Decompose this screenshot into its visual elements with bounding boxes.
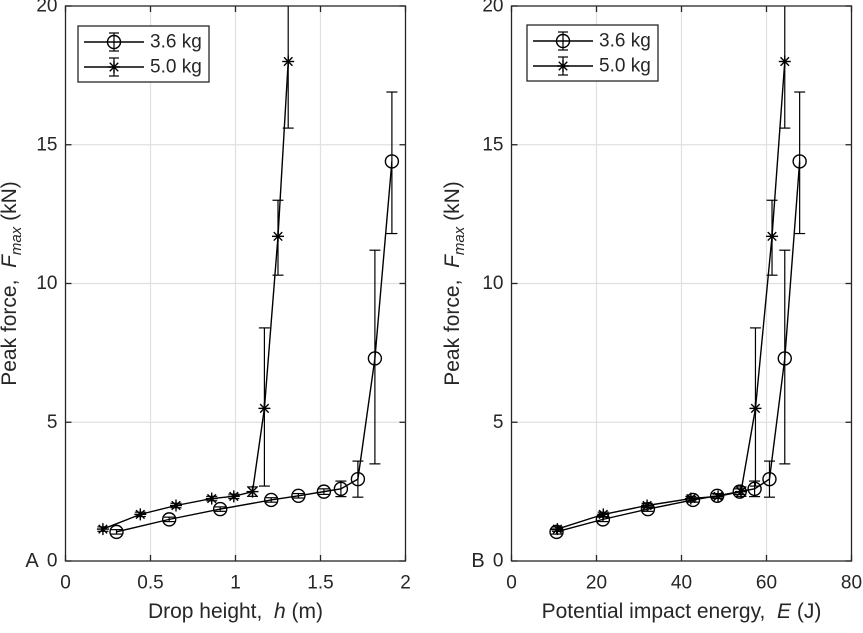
gridlines	[511, 6, 852, 561]
legend-label: 3.6 kg	[150, 32, 202, 53]
legend-entry: 5.0 kg	[533, 56, 651, 77]
legend: 3.6 kg 5.0 kg	[526, 24, 659, 82]
x-tick-label: 60	[756, 573, 777, 594]
asterisk-marker	[557, 60, 569, 72]
legend-label: 3.6 kg	[599, 31, 651, 52]
circle-marker	[291, 488, 306, 503]
y-tick-label: 20	[36, 0, 57, 17]
asterisk-marker	[749, 402, 762, 415]
asterisk-marker	[96, 523, 109, 536]
asterisk-marker	[108, 61, 120, 73]
series-line	[102, 61, 289, 530]
asterisk-marker	[597, 508, 610, 521]
series-line	[557, 61, 786, 530]
circle-marker	[792, 154, 807, 169]
circle-marker	[777, 351, 792, 366]
x-tick-label: 40	[671, 573, 692, 594]
circle-marker	[350, 471, 366, 487]
y-tick-label: 15	[36, 134, 57, 155]
x-tick-label: 0.5	[137, 573, 163, 594]
y-tick-label: 10	[36, 273, 57, 294]
tick-marks	[510, 5, 853, 562]
legend-label: 5.0 kg	[599, 56, 651, 77]
circle-marker	[212, 501, 228, 517]
y-tick-label: 5	[493, 412, 504, 433]
circle-marker	[384, 154, 400, 169]
circle-marker	[106, 34, 122, 50]
asterisk-marker	[778, 55, 791, 68]
x-tick-label: 1.5	[307, 573, 333, 594]
circle-marker	[747, 481, 762, 497]
circle-marker	[555, 33, 571, 49]
y-axis-title: Peak force, Fmax (kN)	[0, 181, 25, 386]
tick-marks	[64, 5, 407, 562]
asterisk-marker	[641, 499, 654, 512]
x-tick-label: 1	[230, 573, 241, 594]
series-line	[116, 161, 393, 533]
circle-marker	[264, 492, 279, 508]
panel-letter: B	[471, 550, 484, 572]
asterisk-marker	[134, 508, 147, 521]
x-axis-title: Potential impact energy, E (J)	[542, 600, 822, 623]
plot-data	[549, 6, 807, 540]
legend-entry: 3.6 kg	[84, 32, 202, 53]
circle-marker	[549, 524, 564, 540]
y-tick-label: 20	[482, 0, 503, 17]
circle-marker	[109, 524, 124, 540]
legend-entry: 3.6 kg	[533, 31, 651, 52]
series-5-0-kg	[96, 6, 295, 536]
circle-marker	[367, 351, 383, 366]
legend: 3.6 kg 5.0 kg	[77, 25, 210, 83]
y-axis-title: Peak force, Fmax (kN)	[441, 181, 468, 386]
series-3-6-kg	[549, 91, 807, 540]
y-tick-label: 10	[482, 273, 503, 294]
x-tick-label: 20	[586, 573, 607, 594]
asterisk-marker	[766, 230, 779, 243]
asterisk-marker	[272, 230, 284, 243]
asterisk-marker	[684, 492, 697, 505]
asterisk-marker	[735, 485, 747, 498]
legend-box	[526, 24, 659, 82]
series-5-0-kg	[551, 6, 791, 536]
y-tick-label: 15	[482, 134, 503, 155]
asterisk-marker	[227, 490, 240, 503]
asterisk-marker	[205, 492, 218, 505]
circle-marker	[161, 512, 177, 527]
asterisk-marker	[246, 485, 259, 498]
plot-data	[96, 6, 400, 540]
legend-label: 5.0 kg	[150, 57, 202, 78]
gridlines	[65, 6, 406, 561]
series-3-6-kg	[109, 91, 400, 540]
circle-marker	[762, 471, 777, 487]
asterisk-marker	[170, 499, 182, 512]
asterisk-marker	[712, 490, 725, 503]
x-tick-label: 0	[506, 573, 517, 594]
asterisk-marker	[551, 523, 564, 536]
x-axis-title: Drop height, h (m)	[148, 600, 323, 623]
y-tick-label: 0	[493, 551, 504, 572]
panel-letter: A	[25, 550, 39, 572]
x-tick-label: 80	[841, 573, 862, 594]
panel-b: 0 20 40 60 80 0 5 10 15 20 B 3.6 kg 5.0 kg	[471, 0, 862, 594]
x-tick-label: 2	[400, 573, 411, 594]
asterisk-marker	[282, 55, 295, 68]
circle-marker	[640, 501, 656, 517]
legend-box	[77, 25, 210, 83]
y-tick-label: 5	[47, 412, 58, 433]
x-tick-label: 0	[60, 573, 71, 594]
legend-entry: 5.0 kg	[84, 57, 202, 78]
y-tick-label: 0	[47, 551, 58, 572]
error-bars	[111, 91, 398, 535]
asterisk-marker	[258, 402, 271, 415]
circle-marker	[316, 484, 332, 499]
circle-marker	[333, 481, 349, 497]
